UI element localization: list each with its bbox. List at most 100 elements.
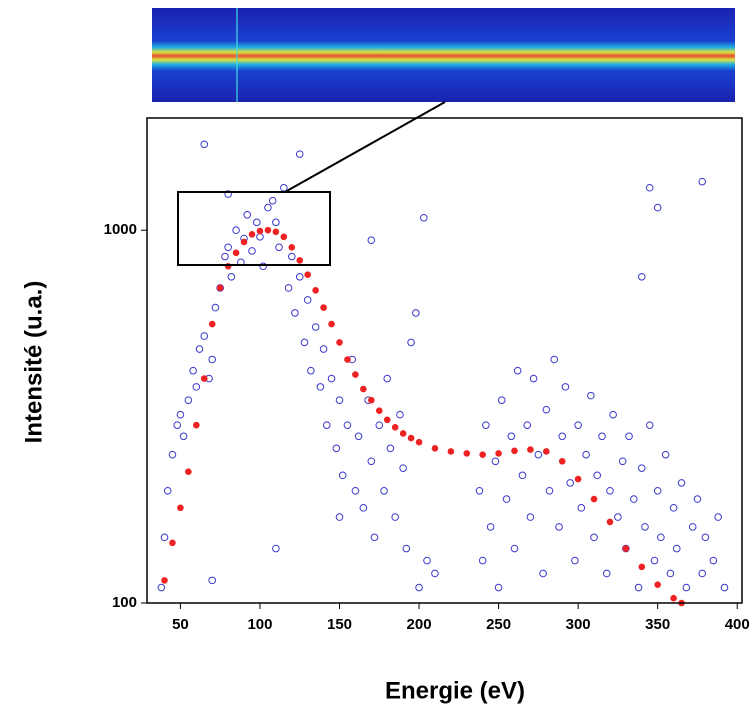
data-point [609, 410, 617, 419]
data-point [510, 544, 519, 553]
data-point [176, 410, 185, 419]
x-tick-label: 50 [172, 616, 189, 633]
fit-point [240, 238, 248, 246]
data-point [391, 513, 399, 521]
data-point [587, 391, 595, 400]
data-point [157, 583, 166, 592]
data-point [650, 556, 659, 565]
data-point [653, 203, 662, 212]
fit-point [391, 424, 399, 431]
fit-point [208, 320, 216, 328]
data-point [574, 421, 582, 429]
data-point [555, 523, 563, 531]
data-point [593, 471, 602, 480]
data-point [386, 444, 395, 453]
fit-point [447, 448, 455, 455]
data-point [566, 479, 574, 487]
data-point [275, 243, 283, 252]
data-point [192, 383, 201, 391]
data-point [367, 457, 376, 466]
data-point [661, 450, 670, 459]
data-point [666, 569, 675, 578]
data-point [335, 396, 344, 404]
fit-point [200, 375, 208, 382]
data-point [497, 396, 506, 404]
fit-point [232, 249, 240, 257]
data-point [402, 544, 411, 553]
fit-point [638, 563, 646, 571]
data-point [396, 410, 404, 419]
data-point [507, 432, 516, 441]
data-point [332, 444, 341, 453]
fit-point [312, 286, 319, 294]
data-point [526, 513, 535, 521]
data-point [322, 421, 331, 429]
zoom-box [177, 191, 331, 266]
data-point [634, 583, 643, 592]
data-point [618, 457, 627, 466]
fit-point [296, 257, 304, 264]
data-point [184, 396, 193, 404]
data-point [295, 272, 304, 281]
data-point [248, 247, 256, 255]
data-point [224, 243, 232, 252]
fit-point [360, 385, 367, 393]
x-tick-label: 400 [725, 616, 750, 633]
data-point [399, 464, 407, 472]
data-point [280, 183, 288, 192]
data-point [200, 332, 209, 340]
plot-frame [146, 117, 743, 604]
data-point [550, 355, 559, 364]
data-point [287, 252, 296, 261]
fit-point [344, 356, 351, 363]
data-point [494, 583, 503, 592]
data-point [502, 495, 511, 503]
data-point [491, 457, 500, 466]
data-point [195, 345, 204, 353]
data-point [300, 338, 309, 347]
detector-image [152, 8, 735, 102]
data-point [354, 432, 363, 441]
data-point [682, 583, 691, 592]
fit-point [670, 594, 677, 602]
x-tick-label: 150 [327, 616, 352, 633]
data-point [420, 213, 428, 222]
data-point [380, 486, 388, 495]
data-point [232, 226, 240, 235]
data-point [272, 218, 280, 227]
data-point [307, 366, 315, 375]
fit-point [590, 495, 598, 503]
x-tick-label: 250 [486, 616, 511, 633]
data-point [259, 262, 267, 271]
data-point [653, 486, 662, 495]
fit-point [399, 430, 407, 437]
data-point [539, 569, 547, 578]
data-point [513, 366, 522, 375]
data-point [208, 576, 217, 585]
data-point [677, 479, 686, 487]
x-tick-label: 200 [407, 616, 432, 633]
data-point [221, 252, 229, 261]
data-point [415, 583, 423, 592]
fit-point [431, 445, 439, 452]
data-point [200, 140, 209, 149]
fit-point [288, 243, 296, 251]
data-point [163, 486, 172, 495]
fit-point [479, 451, 486, 458]
data-point [272, 544, 280, 553]
y-tick-label: 100 [112, 594, 137, 611]
data-point [625, 432, 633, 441]
data-point [693, 495, 702, 503]
fit-point [264, 226, 272, 234]
data-point [606, 486, 614, 495]
data-point [534, 450, 543, 459]
data-point [327, 374, 336, 383]
data-point [688, 523, 697, 531]
fit-point [352, 371, 359, 378]
data-point [268, 196, 277, 205]
x-tick-label: 300 [566, 616, 591, 633]
data-point [714, 513, 722, 521]
fit-point [248, 231, 256, 238]
data-point [367, 236, 376, 245]
